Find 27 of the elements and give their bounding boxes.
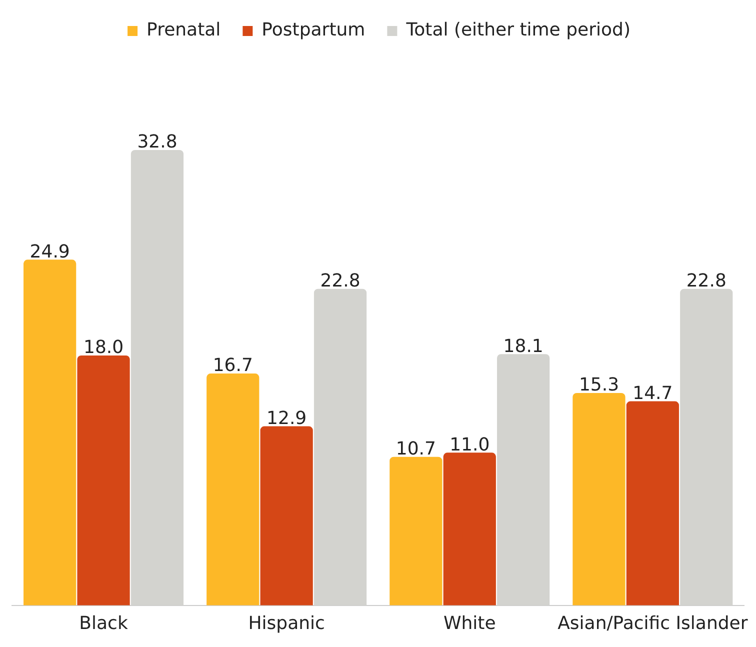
bar <box>626 401 679 606</box>
x-tick-label: Hispanic <box>248 612 325 634</box>
legend-label: Total (either time period) <box>405 20 630 41</box>
data-label: 11.0 <box>450 434 490 456</box>
bar <box>443 452 496 606</box>
data-label: 16.7 <box>212 355 253 376</box>
legend-label: Prenatal <box>146 20 221 41</box>
data-label: 22.8 <box>320 270 360 292</box>
x-tick-label: White <box>443 612 496 634</box>
bar <box>572 392 626 606</box>
data-label: 22.8 <box>686 270 726 292</box>
bar <box>206 374 260 606</box>
bar <box>77 355 130 606</box>
data-label: 24.9 <box>30 241 70 262</box>
legend-label: Postpartum <box>262 20 366 41</box>
data-label: 12.9 <box>266 408 307 429</box>
data-label: 10.7 <box>396 438 436 460</box>
data-label: 18.1 <box>503 336 544 357</box>
x-tick-label: Black <box>79 612 128 634</box>
bar <box>390 456 442 606</box>
bar <box>260 426 313 606</box>
data-label: 18.0 <box>83 337 124 358</box>
data-label: 32.8 <box>137 132 178 153</box>
bar <box>24 260 76 606</box>
x-tick-label: Asian/Pacific Islander <box>558 612 748 634</box>
data-label: 14.7 <box>632 382 673 404</box>
data-label: 15.3 <box>578 374 620 396</box>
